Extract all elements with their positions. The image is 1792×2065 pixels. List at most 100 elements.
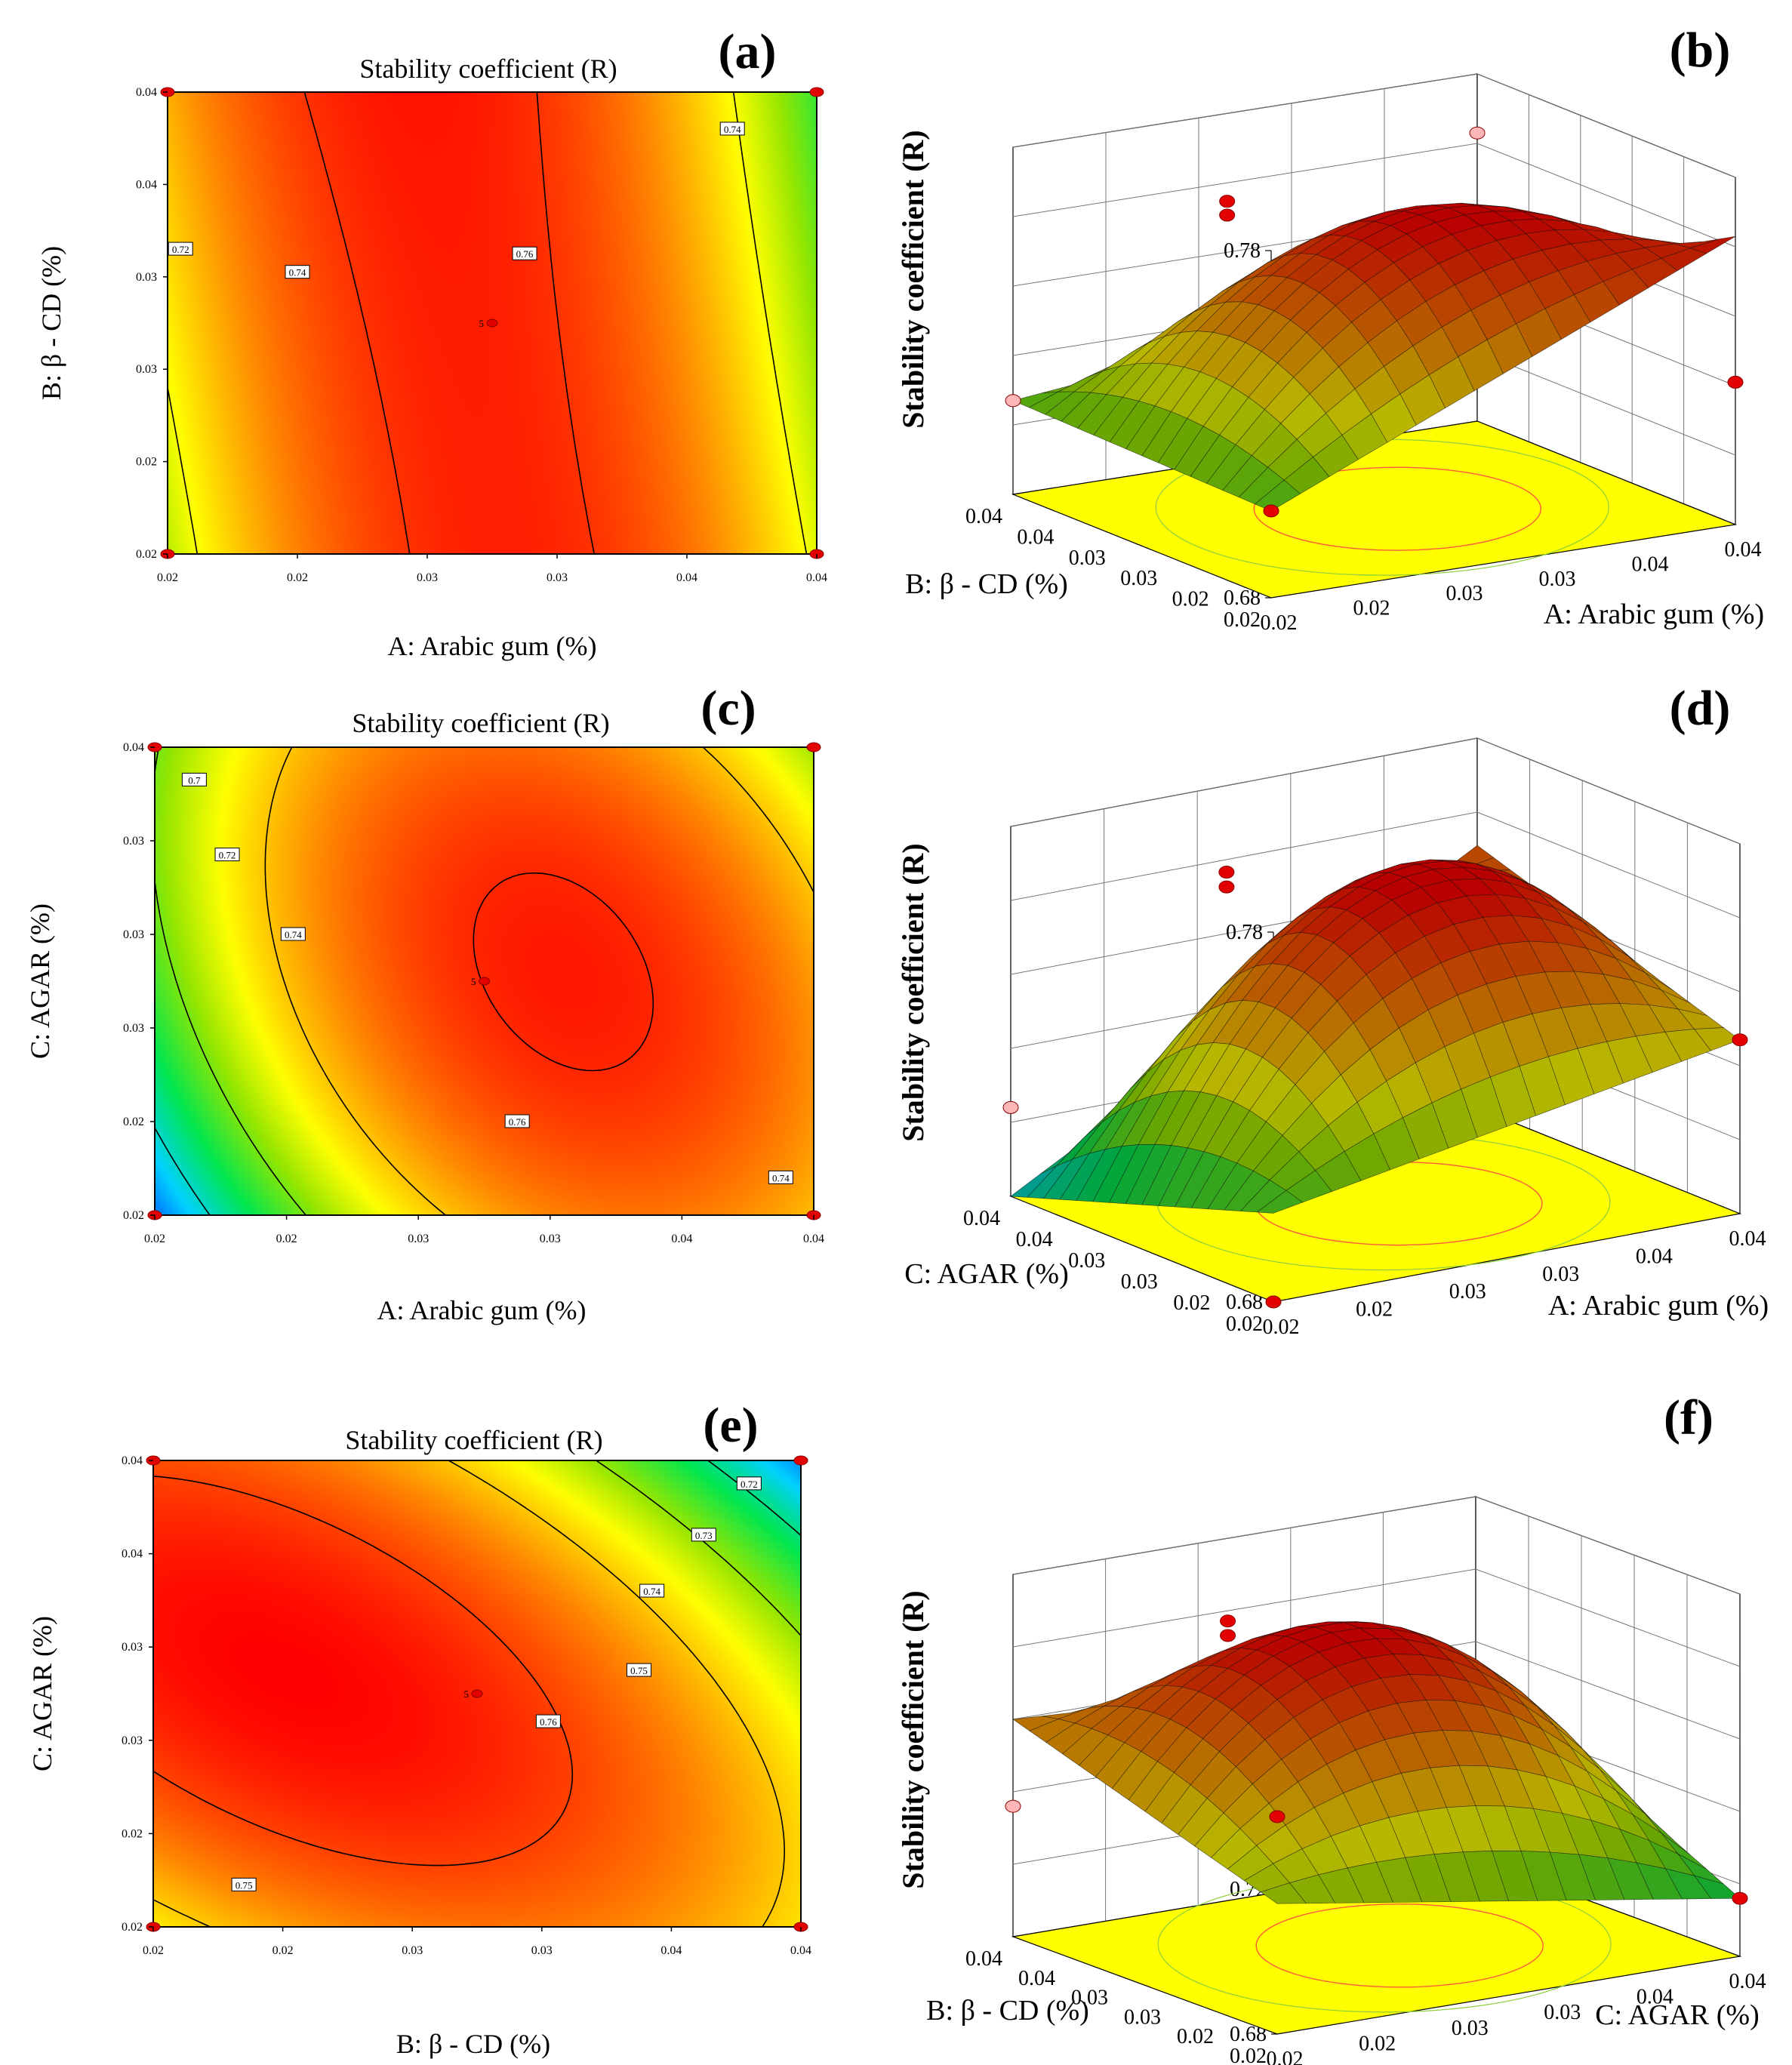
x-tick-label: 0.03 — [417, 571, 438, 584]
x-tick-label: 0.03 — [1539, 568, 1576, 591]
grid-line — [1012, 1496, 1741, 1595]
x-tick-label: 0.02 — [1267, 2048, 1304, 2065]
contour-label-box — [512, 246, 537, 260]
contour-label-box — [627, 1663, 651, 1677]
center-point-label: 5 — [471, 976, 476, 987]
floor-contour — [1253, 466, 1541, 551]
design-points: 5 — [160, 87, 824, 559]
contour-line — [303, 92, 595, 554]
x-tick-label: 0.03 — [1542, 1263, 1579, 1286]
y-tick-label: 0.04 — [122, 1548, 143, 1561]
design-point — [1469, 126, 1486, 140]
z-tick-label: 0.78 — [1224, 239, 1261, 263]
contour-label-box — [214, 848, 240, 862]
contour-label: 0.76 — [509, 1116, 526, 1128]
y-tick-label: 0.02 — [1230, 2045, 1267, 2065]
y-axis-title: C: AGAR (%) — [27, 1616, 57, 1771]
x-tick-label: 0.02 — [287, 571, 308, 584]
contour-label: 0.74 — [289, 267, 306, 279]
contour-line — [153, 1460, 785, 1927]
x-tick-label: 0.03 — [547, 571, 568, 584]
contour-label-box — [181, 772, 207, 786]
x-tick-label: 0.02 — [143, 1944, 164, 1957]
x-axis-title: B: β - CD (%) — [396, 2029, 550, 2059]
surface-mesh — [1012, 1621, 1741, 1904]
center-point-label: 5 — [479, 318, 485, 329]
z-tick-label: 0.78 — [1226, 921, 1263, 944]
contour-label: 0.76 — [516, 248, 534, 260]
contour-line — [155, 747, 306, 1215]
z-axis-title: Stability coefficient (R) — [896, 1590, 930, 1888]
panel-a: 0.72 0.74 0.74 0.76 5 0.02 0.02 0.03 0.03 0.04 0… — [0, 0, 896, 664]
contour-label: 0.73 — [695, 1530, 713, 1541]
panel-label: (b) — [1670, 23, 1731, 78]
y-axis-title: C: AGAR (%) — [25, 903, 55, 1059]
x-tick-label: 0.03 — [540, 1233, 561, 1245]
y-tick-label: 0.02 — [123, 1116, 144, 1128]
design-point — [1218, 880, 1235, 894]
floor-contour — [1255, 1903, 1544, 1988]
x-tick-label: 0.04 — [671, 1233, 692, 1245]
panel-d: 0.680.70.720.740.760.780.020.020.030.030… — [896, 664, 1792, 1343]
x-axis-title: A: Arabic gum (%) — [1548, 1290, 1769, 1322]
plot-frame — [152, 1460, 802, 1928]
contour-label: 0.72 — [172, 244, 189, 255]
y-tick-labels: 0.02 0.02 0.03 0.03 0.03 0.04 — [123, 741, 155, 1222]
y-tick-label: 0.04 — [965, 1947, 1002, 1971]
contour-label-box — [168, 242, 193, 256]
contour-label: 0.74 — [285, 929, 302, 940]
contour-plot-a: 0.720.740.740.76 5 0.02 0.02 0.03 0.03 0.04 0… — [36, 24, 827, 661]
panel-c: 0.7 0.72 0.74 0.74 0.76 5 0.02 0.02 0.03 0.03 0.… — [0, 664, 896, 1343]
contour-label: 0.74 — [643, 1586, 660, 1597]
grid-line — [1010, 811, 1741, 919]
y-tick-label: 0.02 — [122, 1921, 143, 1934]
y-tick-label: 0.03 — [1124, 2005, 1161, 2029]
x-tick-label: 0.02 — [1263, 1316, 1300, 1339]
contour-label-box — [504, 1114, 530, 1128]
contour-lines — [168, 92, 808, 554]
contour-line — [473, 872, 654, 1072]
contour-label-box — [768, 1170, 793, 1184]
x-axis-title: A: Arabic gum (%) — [388, 631, 597, 661]
y-tick-label: 0.03 — [1069, 546, 1106, 570]
contour-line — [155, 1127, 211, 1215]
design-point — [793, 1455, 808, 1466]
x-tick-labels: 0.02 0.02 0.03 0.03 0.04 0.04 — [143, 1927, 811, 1957]
x-tick-label: 0.02 — [276, 1233, 297, 1245]
surface-3d: 0.680.70.720.740.760.780.020.020.030.030… — [965, 1496, 1766, 2065]
y-tick-label: 0.04 — [136, 86, 157, 99]
contour-label: 0.76 — [540, 1716, 557, 1728]
design-point — [1732, 1891, 1748, 1905]
surface-plot-b: 0.680.70.720.740.760.780.020.020.030.030… — [896, 23, 1764, 635]
x-tick-label: 0.03 — [1446, 582, 1483, 605]
y-tick-label: 0.04 — [123, 741, 144, 754]
y-tick-label: 0.02 — [123, 1209, 144, 1222]
contour-label-box — [719, 122, 745, 136]
x-tick-label: 0.03 — [531, 1944, 553, 1957]
design-point — [1002, 1100, 1019, 1114]
panel-label: (e) — [703, 1398, 758, 1453]
design-point — [1727, 375, 1744, 389]
contour-label-box — [535, 1714, 561, 1728]
y-axis-title: B: β - CD (%) — [36, 246, 66, 400]
y-tick-label: 0.03 — [123, 835, 144, 848]
x-tick-label: 0.02 — [144, 1233, 165, 1245]
contour-label-box — [231, 1877, 257, 1891]
y-tick-label: 0.04 — [1017, 525, 1054, 549]
y-tick-label: 0.04 — [965, 505, 1002, 528]
x-tick-label: 0.04 — [803, 1233, 824, 1245]
surface-patch — [1256, 1190, 1304, 1214]
surface-patch — [1260, 1882, 1307, 1904]
x-tick-label: 0.03 — [1452, 2017, 1489, 2040]
y-tick-label: 0.03 — [136, 363, 157, 376]
panel-label: (f) — [1664, 1390, 1713, 1445]
y-tick-label: 0.02 — [136, 456, 157, 469]
surface-plot-f: 0.680.70.720.740.760.780.020.020.030.030… — [896, 1390, 1766, 2065]
x-tick-label: 0.04 — [1729, 1970, 1766, 1993]
contour-labels: 0.72 0.74 0.74 0.76 — [168, 122, 745, 279]
x-tick-label: 0.03 — [408, 1233, 429, 1245]
y-tick-label: 0.04 — [1016, 1228, 1053, 1251]
y-tick-label: 0.03 — [1120, 567, 1157, 590]
x-axis-title: A: Arabic gum (%) — [1544, 599, 1764, 630]
contour-label-box — [280, 927, 306, 941]
